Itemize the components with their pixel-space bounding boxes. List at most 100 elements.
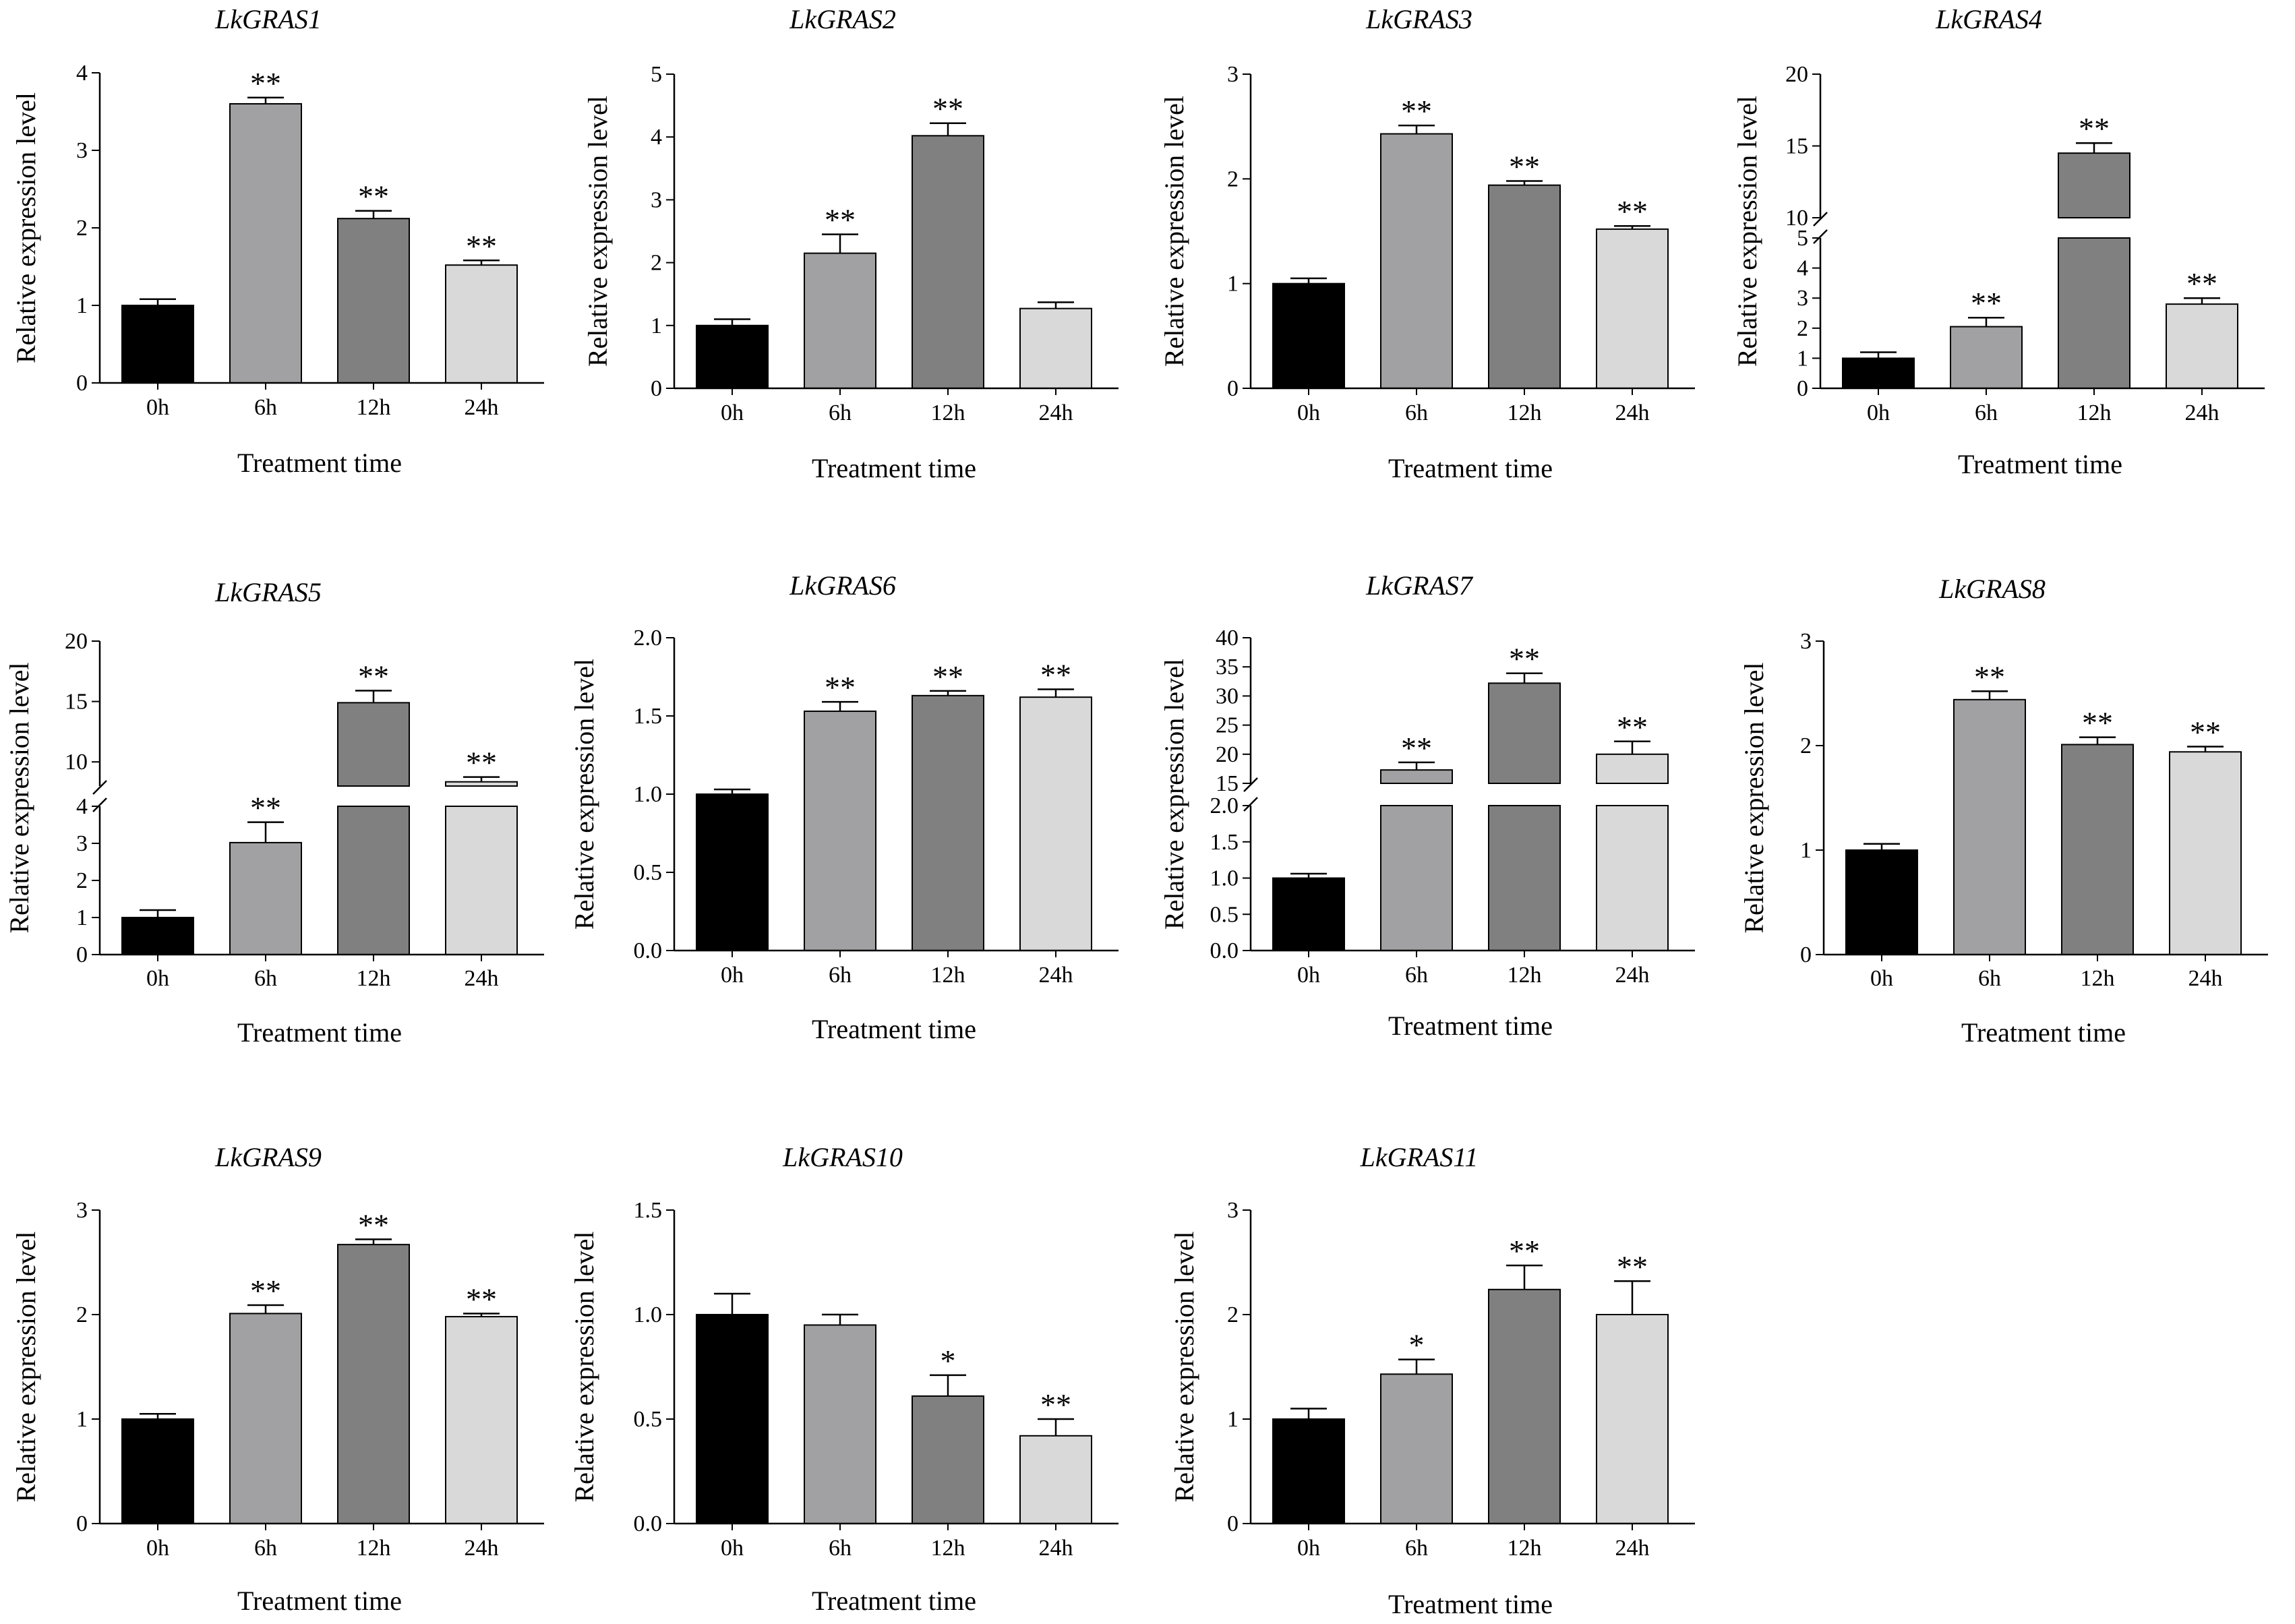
bar [121, 1418, 194, 1524]
significance-label: ** [1401, 731, 1432, 765]
bar [229, 841, 302, 956]
bar [1488, 682, 1561, 785]
bar-lower [445, 806, 518, 955]
bar [1953, 698, 2026, 956]
x-tick-label: 12h [1508, 1536, 1542, 1561]
bar [1380, 133, 1453, 389]
y-tick-label: 0 [651, 376, 662, 401]
significance-label: ** [250, 66, 281, 100]
significance-label: ** [358, 1207, 389, 1242]
chart-panel: LkGRAS11 0h * 6h ** 12h ** 24h 0 1 2 3 Treatment tim… [1169, 1142, 1695, 1619]
y-tick-label: 15 [65, 690, 88, 715]
chart-title: LkGRAS11 [1360, 1142, 1479, 1172]
y-tick-label: 0 [1797, 376, 1808, 401]
bar [229, 103, 302, 384]
y-tick-label: 2 [76, 216, 88, 241]
y-tick-label: 1.5 [1210, 830, 1239, 855]
bar [1380, 769, 1453, 785]
significance-label: ** [1617, 710, 1648, 744]
y-tick-label: 4 [76, 61, 88, 86]
y-axis-label: Relative expression level [569, 659, 599, 930]
y-tick-label: 25 [1216, 713, 1239, 738]
y-tick-label: 10 [65, 750, 88, 775]
x-tick-label: 12h [1508, 400, 1542, 425]
y-tick-label: 1.0 [634, 782, 663, 807]
significance-label: * [1409, 1328, 1425, 1362]
x-axis-label: Treatment time [1388, 453, 1553, 483]
significance-label: ** [932, 659, 963, 694]
bar [2061, 744, 2134, 955]
x-tick-label: 0h [1297, 963, 1320, 988]
chart-panel: LkGRAS6 0h ** 6h ** 12h ** 24h 0.0 0.5 1.0 1.5 2.0 Tr… [569, 570, 1119, 1044]
y-tick-label: 1.0 [634, 1302, 663, 1327]
significance-label: ** [1617, 1249, 1648, 1284]
bar [1596, 753, 1669, 785]
x-axis-label: Treatment time [237, 1586, 402, 1616]
y-tick-label: 0 [1227, 376, 1239, 401]
y-tick-label: 2 [651, 251, 662, 276]
y-tick-label: 0 [1227, 1511, 1239, 1536]
y-axis-label: Relative expression level [4, 662, 34, 933]
y-tick-label: 15 [1785, 134, 1808, 159]
bar [804, 1324, 876, 1524]
bar [1019, 307, 1092, 389]
x-tick-label: 24h [1039, 1536, 1073, 1561]
bar [1950, 326, 2023, 390]
chart-panel: LkGRAS9 0h ** 6h ** 12h ** 24h 0 1 2 3 Treatment tim… [11, 1142, 544, 1616]
bar [1845, 849, 1918, 955]
x-axis-label: Treatment time [812, 1586, 976, 1616]
x-tick-label: 24h [1615, 400, 1650, 425]
significance-label: ** [1971, 286, 2002, 320]
x-tick-label: 12h [1508, 963, 1542, 988]
bar [445, 1316, 518, 1524]
bar [696, 1314, 769, 1524]
y-tick-label: 3 [76, 1198, 88, 1223]
bar [912, 694, 984, 951]
bar [2169, 751, 2242, 956]
bar [912, 1395, 984, 1524]
y-tick-label: 0.5 [1210, 902, 1239, 927]
bar-lower [1596, 805, 1669, 951]
axis-break-mark [92, 798, 107, 812]
x-tick-label: 12h [2077, 400, 2112, 425]
significance-label: ** [1509, 149, 1540, 183]
y-axis-label: Relative expression level [11, 1231, 41, 1502]
y-axis-label: Relative expression level [569, 1231, 599, 1502]
y-tick-label: 2 [1227, 1302, 1239, 1327]
chart-panel: LkGRAS2 0h ** 6h ** 12h 24h 0 1 2 3 4 5 Treatment tim… [583, 4, 1119, 483]
chart-panel: LkGRAS10 0h 6h * 12h ** 24h 0.0 0.5 1.0 1.5 Treatme… [569, 1142, 1119, 1616]
y-tick-label: 1 [1800, 838, 1812, 863]
y-tick-label: 0.0 [1210, 938, 1239, 963]
x-tick-label: 24h [1615, 1536, 1650, 1561]
y-tick-label: 5 [1797, 226, 1808, 251]
y-tick-label: 3 [1797, 286, 1808, 311]
x-axis-label: Treatment time [1961, 1017, 2126, 1048]
significance-label: ** [825, 670, 856, 704]
x-tick-label: 12h [357, 966, 391, 991]
chart-title: LkGRAS8 [1938, 574, 2046, 604]
significance-label: ** [1040, 658, 1071, 692]
x-tick-label: 0h [146, 1536, 169, 1561]
y-tick-label: 0 [76, 942, 88, 967]
x-tick-label: 0h [1297, 400, 1320, 425]
bar-lower [1488, 805, 1561, 951]
x-tick-label: 0h [721, 963, 744, 988]
bar [1272, 877, 1345, 951]
y-tick-label: 3 [651, 187, 662, 212]
bar [337, 702, 410, 787]
y-tick-label: 1 [76, 905, 88, 930]
bar [1272, 282, 1345, 389]
bar [2058, 152, 2130, 218]
x-tick-label: 6h [1405, 1536, 1428, 1561]
y-axis-label: Relative expression level [11, 92, 41, 363]
significance-label: ** [1974, 659, 2005, 694]
chart-title: LkGRAS3 [1365, 4, 1472, 34]
x-tick-label: 24h [2188, 966, 2223, 991]
x-axis-label: Treatment time [1388, 1589, 1553, 1619]
x-tick-label: 12h [357, 395, 391, 420]
y-tick-label: 15 [1216, 771, 1239, 796]
significance-label: ** [1401, 94, 1432, 128]
y-axis-label: Relative expression level [1159, 96, 1189, 367]
y-tick-label: 3 [76, 831, 88, 856]
